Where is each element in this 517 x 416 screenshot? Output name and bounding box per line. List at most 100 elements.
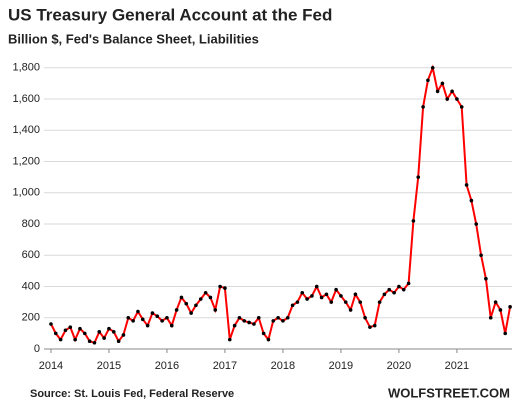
data-point (237, 315, 242, 320)
data-point (334, 287, 338, 292)
data-point (474, 222, 479, 226)
y-tick-label: 200 (22, 312, 40, 324)
data-point (155, 314, 160, 318)
data-point (213, 308, 218, 312)
data-point (97, 330, 102, 334)
data-point (169, 323, 174, 328)
data-point (194, 303, 198, 308)
data-point (290, 303, 295, 308)
data-point (440, 81, 445, 86)
data-point (382, 292, 387, 297)
data-point (247, 320, 251, 325)
y-tick-label: 1,800 (12, 62, 40, 74)
data-point (353, 292, 358, 297)
data-point (126, 315, 131, 320)
data-point (348, 308, 353, 312)
x-tick-label: 2021 (445, 360, 469, 372)
data-point (87, 339, 92, 343)
y-tick-label: 800 (22, 218, 40, 230)
data-point (445, 97, 450, 101)
y-tick-label: 1,400 (12, 124, 40, 136)
data-point (498, 308, 503, 312)
data-point (218, 284, 222, 289)
data-point (160, 319, 164, 323)
data-point (82, 331, 87, 336)
data-point (493, 300, 498, 304)
data-point (276, 315, 280, 320)
y-tick-label: 400 (22, 280, 40, 292)
y-tick-label: 1,600 (12, 93, 40, 105)
data-point (305, 297, 309, 301)
data-point (503, 331, 508, 336)
data-point (68, 325, 73, 329)
data-point (58, 337, 63, 342)
data-point (223, 286, 227, 290)
data-point (295, 300, 300, 304)
data-point (484, 276, 488, 281)
data-point (285, 315, 290, 320)
data-point (189, 311, 193, 315)
y-tick-label: 1,200 (12, 155, 40, 167)
x-tick-label: 2018 (271, 360, 295, 372)
data-point (271, 319, 276, 323)
data-point (455, 97, 459, 101)
data-point (416, 175, 421, 179)
data-point (165, 315, 169, 320)
data-point (140, 317, 145, 322)
data-point (73, 337, 77, 342)
data-point (49, 322, 53, 326)
data-point (111, 330, 116, 334)
data-point (136, 309, 140, 314)
data-point (256, 315, 261, 320)
x-tick-label: 2017 (213, 360, 237, 372)
data-point (406, 281, 411, 286)
y-tick-label: 600 (22, 249, 40, 261)
data-point (281, 319, 285, 323)
data-point (314, 284, 319, 289)
data-point (266, 337, 271, 342)
data-point (78, 326, 82, 331)
data-point (421, 105, 425, 109)
series-line (50, 64, 512, 345)
data-point (131, 319, 135, 323)
y-tick-label: 1,000 (12, 187, 40, 199)
data-point (116, 339, 121, 343)
data-point (198, 297, 203, 301)
data-point (329, 300, 334, 304)
data-point (430, 66, 435, 70)
data-point (179, 295, 184, 300)
data-point (252, 322, 256, 326)
data-point (203, 290, 208, 295)
data-point (53, 331, 58, 336)
data-point (184, 301, 189, 306)
brand: WOLFSTREET.COM (388, 385, 510, 400)
data-point (227, 337, 232, 342)
data-point (150, 311, 155, 315)
data-point (121, 333, 126, 337)
data-point (174, 308, 179, 312)
data-point (508, 305, 512, 309)
data-point (435, 89, 440, 94)
data-point (145, 323, 150, 328)
data-point (324, 292, 329, 297)
data-point (232, 323, 237, 328)
data-point (102, 336, 106, 340)
x-tick-label: 2019 (329, 360, 353, 372)
data-point (479, 253, 483, 258)
data-point (363, 315, 367, 320)
data-point (426, 78, 430, 83)
chart-title: US Treasury General Account at the Fed (8, 5, 332, 24)
x-tick-label: 2020 (387, 360, 411, 372)
data-point (387, 287, 392, 292)
data-point (450, 89, 454, 94)
y-tick-label: 0 (34, 343, 40, 355)
data-point (368, 325, 372, 329)
data-point (343, 300, 348, 304)
chart-subtitle: Billion $, Fed's Balance Sheet, Liabilit… (8, 31, 259, 46)
data-point (319, 295, 324, 300)
data-point (469, 198, 474, 203)
data-point (392, 290, 396, 295)
data-point (464, 183, 469, 187)
data-point (242, 319, 247, 323)
